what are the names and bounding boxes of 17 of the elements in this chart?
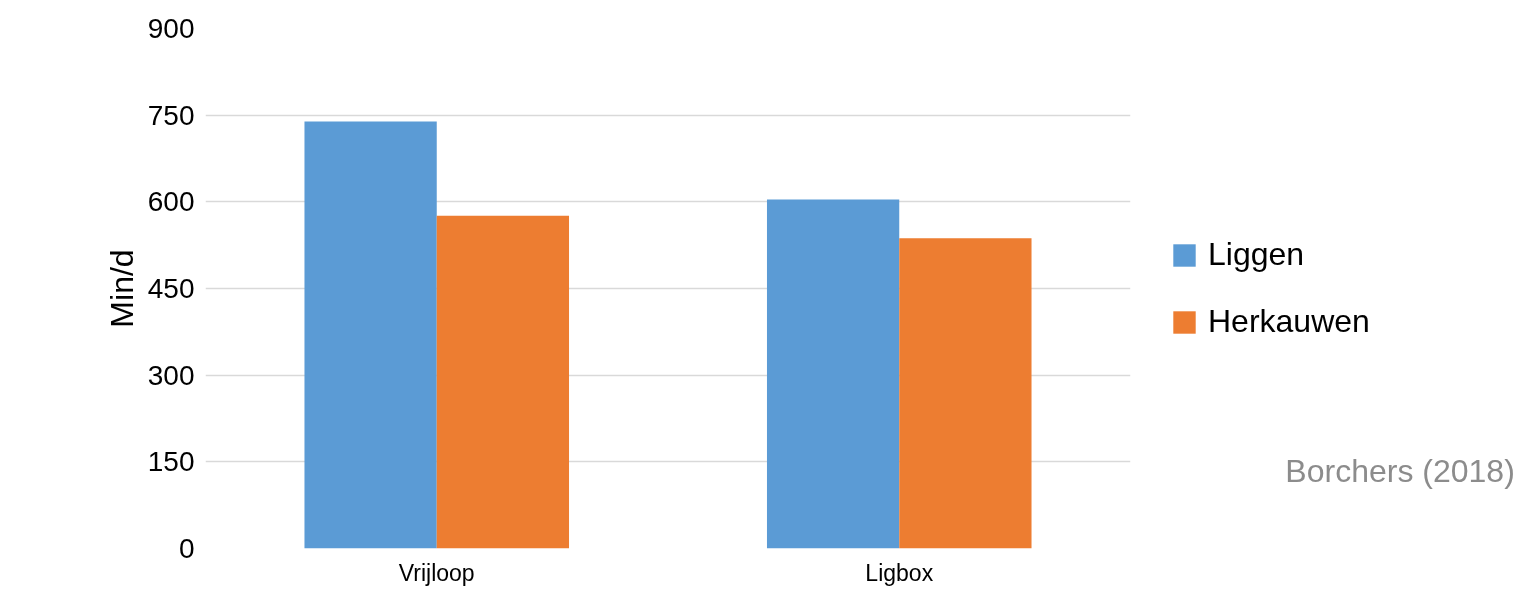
y-tick-label: 900	[147, 13, 195, 44]
y-tick-label: 300	[147, 359, 195, 391]
text: Borchers (2018)	[1285, 452, 1515, 489]
legend-label: Herkauwen	[1208, 303, 1370, 340]
x-tick-label: Ligbox	[865, 559, 934, 586]
bar	[899, 238, 1032, 549]
bar	[304, 121, 437, 549]
y-axis-title: Min/d	[103, 249, 140, 328]
y-tick-label: 600	[147, 186, 195, 218]
y-tick-label: 450	[147, 273, 195, 304]
y-tick-label: 750	[147, 99, 195, 131]
y-tick-label: 0	[178, 533, 195, 564]
x-tick-label: Vrijloop	[398, 559, 475, 586]
bar	[766, 199, 900, 549]
legend-label: Liggen	[1208, 236, 1305, 273]
bar	[436, 215, 570, 549]
y-tick-label: 150	[147, 446, 195, 478]
